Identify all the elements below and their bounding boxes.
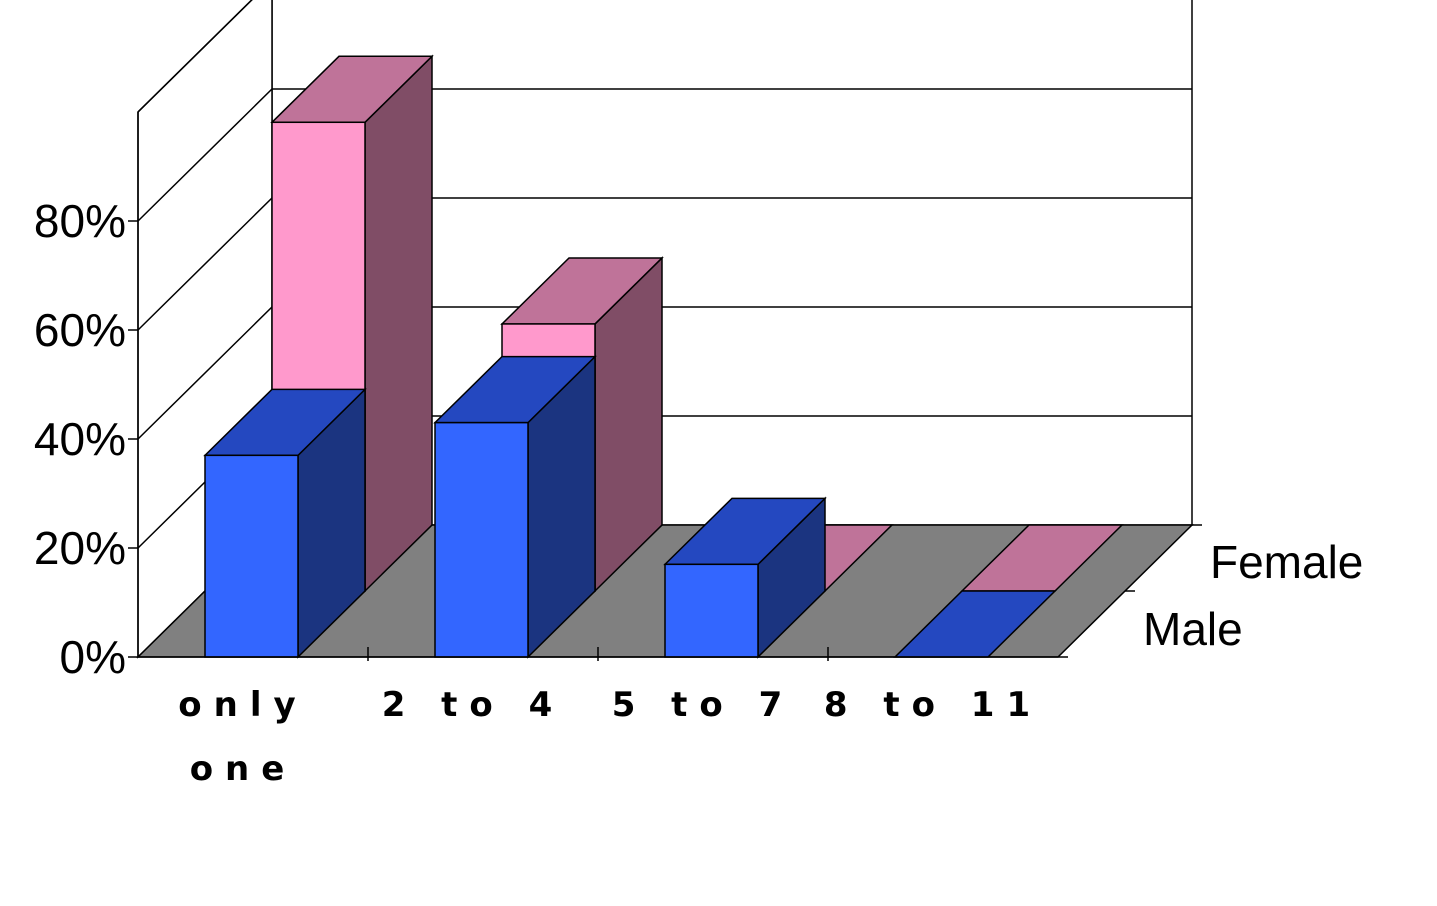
series-axis-labels: Female Male (1143, 536, 1363, 655)
y-tick-label: 0% (60, 631, 126, 683)
male-bar-front (204, 454, 299, 658)
x-category-label: only (178, 685, 307, 725)
male-series-bars (203, 354, 1057, 659)
male-bar-front (434, 421, 529, 658)
x-category-label: 8 to 11 (824, 685, 1042, 725)
y-tick-label: 80% (34, 195, 126, 247)
male-bar (663, 496, 827, 659)
male-bar (433, 354, 597, 659)
male-bar (203, 387, 367, 659)
chart-front-edges (137, 112, 1202, 661)
x-axis-category-labels: only one 2 to 4 5 to 7 8 to 11 (178, 685, 1042, 789)
y-tick-label: 60% (34, 304, 126, 356)
gridline (137, 0, 253, 113)
series-label-male: Male (1143, 603, 1243, 655)
gridline (137, 88, 1192, 222)
male-bar-front (664, 563, 759, 658)
y-axis-tick-labels: 0% 20% 40% 60% 80% (34, 195, 138, 683)
x-category-label: 5 to 7 (612, 685, 795, 725)
y-tick-label: 20% (34, 522, 126, 574)
x-category-label: one (190, 749, 297, 789)
x-category-label: 2 to 4 (382, 685, 565, 725)
female-bar-side (364, 54, 433, 593)
series-label-female: Female (1210, 536, 1363, 588)
y-tick-label: 40% (34, 413, 126, 465)
